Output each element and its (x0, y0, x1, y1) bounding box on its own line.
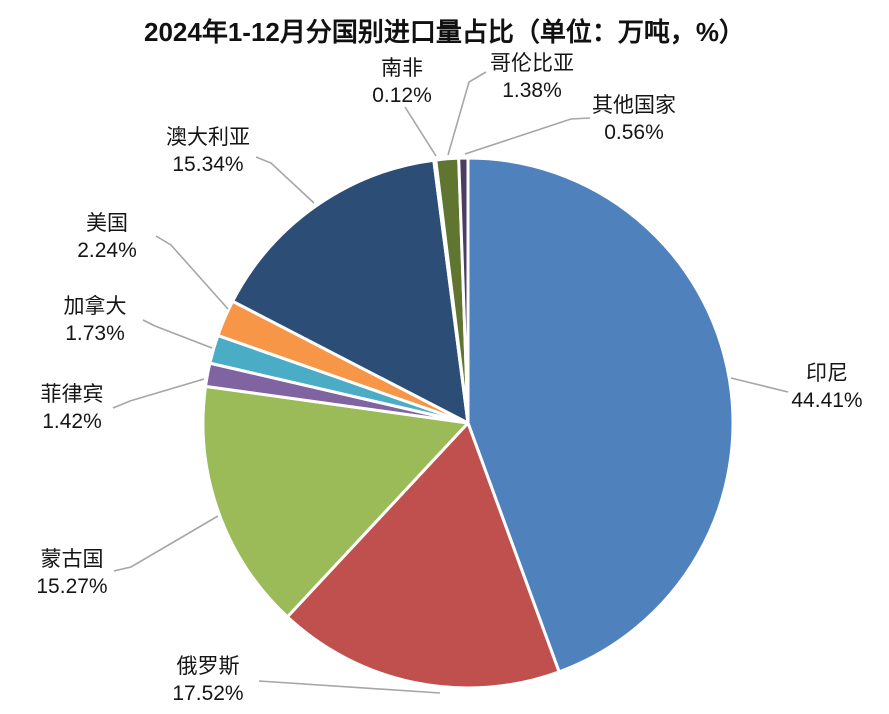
slice-value: 0.12% (372, 84, 432, 107)
leader-line-mongolia (113, 515, 219, 572)
slice-label-philippines: 菲律宾 1.42% (41, 381, 104, 435)
slice-label-canada: 加拿大 1.73% (64, 293, 127, 347)
slice-name: 美国 (85, 212, 128, 235)
leader-line-philippines (112, 378, 205, 409)
leader-line-south-africa (404, 106, 437, 157)
slice-value: 0.56% (604, 121, 664, 144)
leader-line-colombia (447, 71, 487, 156)
pie-slice-other-countries (457, 156, 470, 425)
slice-value: 44.41% (791, 389, 863, 412)
slice-name: 蒙古国 (40, 548, 104, 571)
slice-value: 17.52% (172, 682, 244, 705)
pie-slice-australia (231, 158, 470, 425)
slice-value: 15.27% (36, 575, 108, 598)
slice-value: 2.24% (77, 239, 137, 262)
slice-label-australia: 澳大利亚 15.34% (166, 124, 250, 178)
leader-line-russia (258, 680, 441, 694)
leader-line-usa (155, 235, 229, 310)
slice-label-russia: 俄罗斯 17.52% (172, 653, 243, 707)
slice-name: 澳大利亚 (166, 126, 250, 149)
slice-label-south-africa: 南非 0.12% (372, 55, 432, 109)
slice-value: 15.34% (172, 153, 244, 176)
pie-slice-mongolia (201, 384, 470, 619)
leader-line-other-countries (464, 117, 591, 155)
leader-line-canada (142, 319, 213, 349)
pie-slice-russia (285, 421, 561, 690)
slice-value: 1.73% (65, 322, 125, 345)
slice-value: 1.38% (502, 79, 562, 102)
chart-title: 2024年1-12月分国别进口量占比（单位：万吨，%） (144, 17, 745, 47)
slice-name: 南非 (380, 57, 423, 80)
leader-line-australia (255, 156, 315, 204)
slice-label-usa: 美国 2.24% (77, 210, 137, 264)
slice-label-mongolia: 蒙古国 15.27% (36, 546, 107, 600)
leader-line-indonesia (730, 377, 789, 393)
slice-name: 菲律宾 (40, 383, 104, 406)
pie-slice-indonesia (466, 156, 735, 674)
slice-label-colombia: 哥伦比亚 1.38% (490, 50, 574, 104)
slice-label-other-countries: 其他国家 0.56% (592, 92, 676, 146)
slice-value: 1.42% (42, 410, 102, 433)
slice-name: 俄罗斯 (176, 655, 240, 678)
slice-name: 加拿大 (63, 295, 127, 318)
slice-name: 印尼 (805, 362, 848, 385)
slice-label-indonesia: 印尼 44.41% (791, 360, 862, 414)
slice-name: 其他国家 (592, 94, 676, 117)
slice-name: 哥伦比亚 (490, 52, 574, 75)
